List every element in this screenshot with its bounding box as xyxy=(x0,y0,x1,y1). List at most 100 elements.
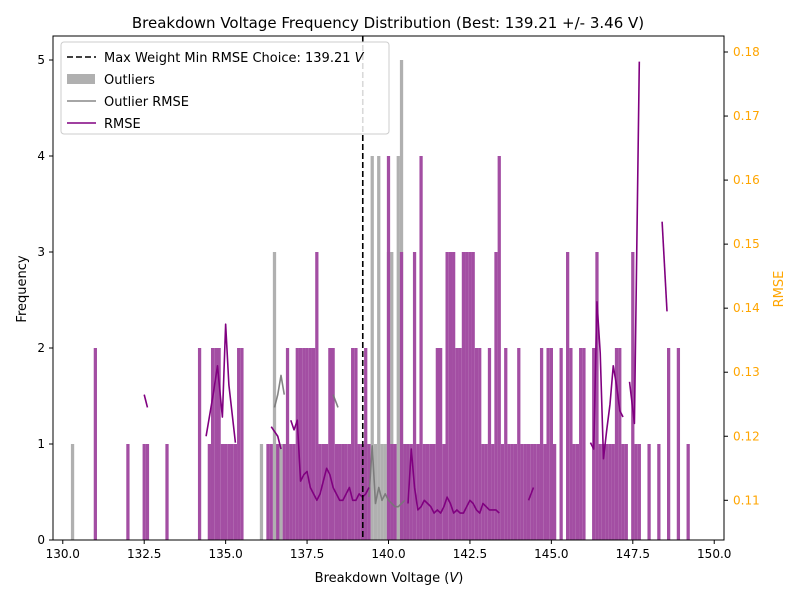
histogram-bar-45 xyxy=(364,348,368,540)
legend-label-rmse: RMSE xyxy=(104,117,141,132)
histogram-bar-75 xyxy=(481,444,485,540)
histogram-bar-22 xyxy=(289,444,293,540)
histogram-bar-32 xyxy=(321,444,325,540)
histogram-bar-113 xyxy=(618,348,622,540)
histogram-bar-8 xyxy=(214,348,218,540)
legend-label-outlier-rmse: Outlier RMSE xyxy=(104,95,189,110)
histogram-bar-115 xyxy=(624,444,628,540)
histogram-bar-71 xyxy=(468,252,472,540)
histogram-bar-96 xyxy=(549,348,553,540)
histogram-bar-9 xyxy=(217,348,221,540)
histogram-bar-10 xyxy=(220,444,225,540)
histogram-bar-111 xyxy=(611,444,615,540)
y2-tick-label-0: 0.11 xyxy=(733,493,760,507)
histogram-bar-20 xyxy=(282,444,286,540)
legend-box xyxy=(60,41,390,135)
rmse-line-segment-2 xyxy=(205,323,237,443)
histogram-bar-65 xyxy=(448,252,453,540)
histogram-bar-18 xyxy=(269,444,273,540)
histogram-bar-43 xyxy=(357,444,361,540)
y-tick-label-3: 3 xyxy=(37,245,45,259)
histogram-bar-64 xyxy=(445,252,449,540)
histogram-bar-87 xyxy=(520,444,524,540)
histogram-bar-4 xyxy=(165,444,169,540)
histogram-bar-35 xyxy=(331,348,335,540)
histogram-bar-42 xyxy=(354,348,358,540)
histogram-bar-53 xyxy=(409,444,413,540)
histogram-bar-101 xyxy=(572,444,576,540)
histogram-bar-40 xyxy=(347,444,352,540)
y2-axis-label: RMSE xyxy=(772,271,787,308)
histogram-bar-60 xyxy=(432,444,436,540)
y2-axis-ticks: 0.11 0.12 0.13 0.14 0.15 0.16 0.17 0.18 xyxy=(724,45,760,507)
histogram-bar-41 xyxy=(351,348,355,540)
plot-area xyxy=(70,36,690,540)
histogram-bar-30 xyxy=(315,252,319,540)
histogram-bar-80 xyxy=(497,156,501,540)
histogram-bar-103 xyxy=(579,348,583,540)
histogram-bar-89 xyxy=(526,444,531,540)
histogram-bar-117 xyxy=(634,444,638,540)
histogram-bar-16 xyxy=(240,348,244,540)
rmse-lines xyxy=(143,61,668,514)
histogram-bar-84 xyxy=(510,444,514,540)
histogram-bar-25 xyxy=(298,348,303,540)
histogram-bar-58 xyxy=(425,444,430,540)
outlier-bar-4 xyxy=(279,444,283,540)
histogram-bar-66 xyxy=(452,252,456,540)
y2-tick-label-4: 0.15 xyxy=(733,237,760,251)
histogram-bar-47 xyxy=(386,156,391,540)
x-axis-label-text: Breakdown Voltage ( xyxy=(315,571,450,586)
histogram-bar-106 xyxy=(595,252,599,540)
rmse-line-segment-4 xyxy=(290,419,370,502)
histogram-bar-95 xyxy=(546,348,550,540)
histogram-bar-102 xyxy=(575,444,580,540)
histogram-bar-29 xyxy=(311,348,316,540)
outlier-bar-1 xyxy=(259,444,264,540)
outlier-bar-0 xyxy=(70,444,75,540)
histogram-bar-109 xyxy=(605,444,609,540)
outlier-bar-2 xyxy=(272,252,277,540)
histogram-bar-56 xyxy=(419,156,423,540)
histogram-bar-13 xyxy=(230,444,234,540)
histogram-bar-74 xyxy=(478,348,482,540)
x-axis-label-end: ) xyxy=(458,571,463,586)
rmse-line-segment-7 xyxy=(589,300,624,460)
histogram-bar-93 xyxy=(539,348,544,540)
x-axis-label-unit: V xyxy=(449,571,459,586)
histogram-bar-110 xyxy=(608,444,612,540)
histogram-bar-67 xyxy=(455,348,459,540)
histogram-bar-19 xyxy=(276,444,280,540)
outlier-bar-12 xyxy=(383,444,387,540)
y2-tick-label-2: 0.13 xyxy=(733,365,760,379)
y2-tick-label-7: 0.18 xyxy=(733,45,760,59)
histogram-bar-7 xyxy=(210,348,215,540)
rmse-line-segment-3 xyxy=(270,426,282,450)
histogram-bar-50 xyxy=(399,252,404,540)
histogram-bar-81 xyxy=(500,444,505,540)
histogram-bar-49 xyxy=(393,444,397,540)
x-tick-label-8: 150.0 xyxy=(697,547,731,561)
histogram-bar-12 xyxy=(227,444,231,540)
rmse-line-segment-1 xyxy=(143,394,149,408)
outlier-bar-8 xyxy=(370,156,374,540)
histogram-bar-70 xyxy=(465,252,469,540)
histogram-bar-0 xyxy=(93,348,97,540)
x-tick-label-0: 130.0 xyxy=(46,547,80,561)
rmse-line-segment-5 xyxy=(407,448,500,514)
y-tick-label-2: 2 xyxy=(37,341,45,355)
histogram-bar-107 xyxy=(598,444,602,540)
rmse-line-segment-6 xyxy=(527,487,535,501)
x-tick-label-7: 147.5 xyxy=(616,547,650,561)
histogram-bar-78 xyxy=(491,444,495,540)
histogram-bar-34 xyxy=(328,348,332,540)
x-tick-label-4: 140.0 xyxy=(371,547,405,561)
y-axis-label: Frequency xyxy=(15,255,30,322)
histogram-bar-98 xyxy=(559,348,563,540)
outlier-rmse-line-segment-3 xyxy=(368,445,406,508)
histogram-bar-97 xyxy=(552,444,557,540)
histogram-bar-119 xyxy=(647,444,651,540)
histogram-bar-14 xyxy=(233,444,238,540)
x-tick-label-2: 135.0 xyxy=(208,547,242,561)
